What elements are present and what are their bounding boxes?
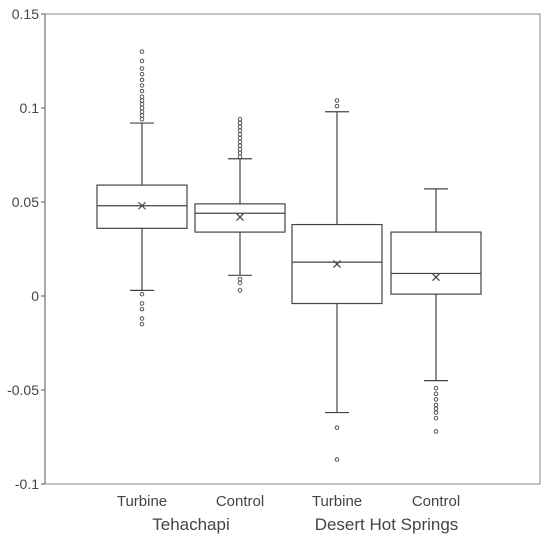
outlier-point: [433, 415, 439, 421]
outlier-point: [139, 98, 145, 103]
box-desert-hot-springs-control: [390, 188, 482, 434]
y-tick-label: 0.15: [12, 6, 39, 22]
mean-marker: [138, 201, 146, 210]
outlier-point: [139, 301, 145, 306]
outlier-point: [433, 385, 439, 391]
outlier-point: [334, 103, 340, 109]
outlier-point: [139, 117, 145, 122]
y-tick-label: -0.1: [15, 476, 39, 492]
box-iqr: [194, 203, 286, 233]
box-iqr: [390, 231, 482, 295]
outlier-point: [139, 66, 145, 71]
outlier-point: [433, 391, 439, 397]
outlier-point: [139, 83, 145, 88]
box-tehachapi-control: [194, 117, 286, 293]
y-tick-label: 0: [31, 288, 39, 304]
outlier-point: [237, 276, 243, 282]
group-label: Tehachapi: [152, 515, 230, 534]
outlier-point: [139, 58, 145, 64]
outlier-point: [237, 117, 243, 122]
outlier-point: [139, 316, 145, 321]
group-label: Desert Hot Springs: [315, 515, 459, 534]
outlier-point: [139, 71, 145, 77]
outlier-point: [433, 410, 439, 415]
outlier-point: [139, 101, 145, 107]
category-label: Control: [412, 493, 460, 510]
outlier-point: [139, 113, 145, 118]
outlier-point: [334, 98, 340, 103]
outlier-point: [139, 49, 145, 54]
outlier-point: [139, 291, 145, 297]
outlier-point: [237, 139, 243, 145]
y-tick-label: 0.1: [20, 100, 40, 116]
x-axis-labels: Turbine Control Tehachapi Turbine Control Des…: [117, 493, 460, 534]
outlier-point: [433, 397, 439, 402]
outlier-point: [237, 120, 243, 126]
mean-marker: [236, 213, 244, 221]
y-tick-label: -0.05: [7, 382, 39, 398]
outlier-point: [433, 406, 439, 412]
box-desert-hot-springs-turbine: [291, 98, 383, 462]
mean-marker: [432, 273, 440, 282]
category-label: Turbine: [312, 493, 362, 510]
outlier-point: [237, 124, 243, 130]
outlier-point: [237, 150, 243, 156]
outlier-point: [139, 88, 145, 94]
outlier-point: [237, 128, 243, 133]
outlier-point: [139, 77, 145, 83]
outlier-point: [139, 321, 145, 327]
mean-marker: [333, 260, 341, 268]
box-iqr: [291, 223, 383, 305]
category-label: Control: [216, 493, 264, 510]
outlier-point: [139, 105, 145, 111]
outlier-point: [139, 109, 145, 115]
outlier-point: [334, 425, 340, 430]
outlier-point: [237, 147, 243, 152]
outlier-point: [334, 457, 340, 462]
y-axis-ticks: -0.1 -0.05 0 0.05 0.1 0.15: [7, 6, 45, 492]
outlier-point: [237, 154, 243, 160]
outlier-point: [433, 402, 439, 408]
outlier-point: [433, 429, 439, 434]
category-label: Turbine: [117, 493, 167, 510]
box-series: [96, 49, 482, 462]
outlier-point: [237, 280, 243, 286]
box-tehachapi-turbine: [96, 49, 188, 327]
box-iqr: [96, 184, 188, 229]
outlier-point: [139, 306, 145, 312]
outlier-point: [237, 288, 243, 293]
outlier-point: [237, 135, 243, 141]
outlier-point: [237, 132, 243, 137]
y-tick-label: 0.05: [12, 194, 39, 210]
outlier-point: [139, 94, 145, 99]
outlier-point: [237, 143, 243, 148]
